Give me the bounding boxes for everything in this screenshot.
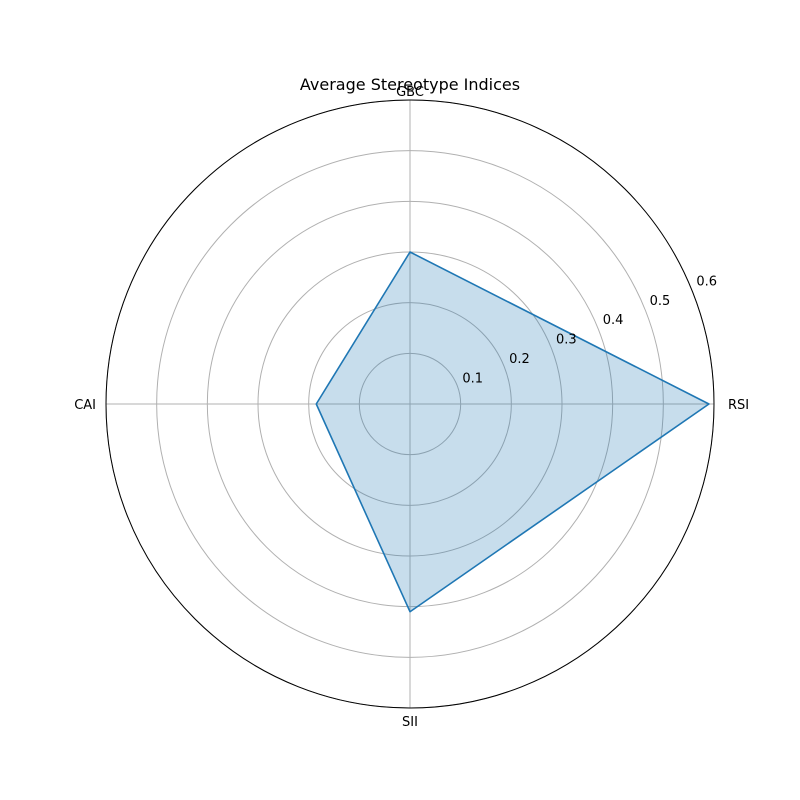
radial-tick-3: 0.3 [556,333,577,348]
category-label-gbc: GBC [396,85,424,100]
radial-tick-6: 0.6 [696,274,717,289]
category-label-rsi: RSI [728,398,749,413]
category-label-sii: SII [402,715,418,730]
category-label-cai: CAI [74,398,96,413]
radial-tick-1: 0.1 [462,371,483,386]
polar-frame [105,99,715,709]
series-line [315,251,710,613]
series-fill [316,252,709,612]
chart-title: Average Stereotype Indices [300,75,520,94]
data-layer [315,251,710,613]
radial-tick-2: 0.2 [509,352,530,367]
radial-tick-4: 0.4 [603,313,624,328]
grid-layer [105,99,715,709]
radial-tick-5: 0.5 [650,294,671,309]
label-layer: RSI GBC CAI SII 0.1 0.2 0.3 0.4 0.5 0.6 [74,85,749,730]
